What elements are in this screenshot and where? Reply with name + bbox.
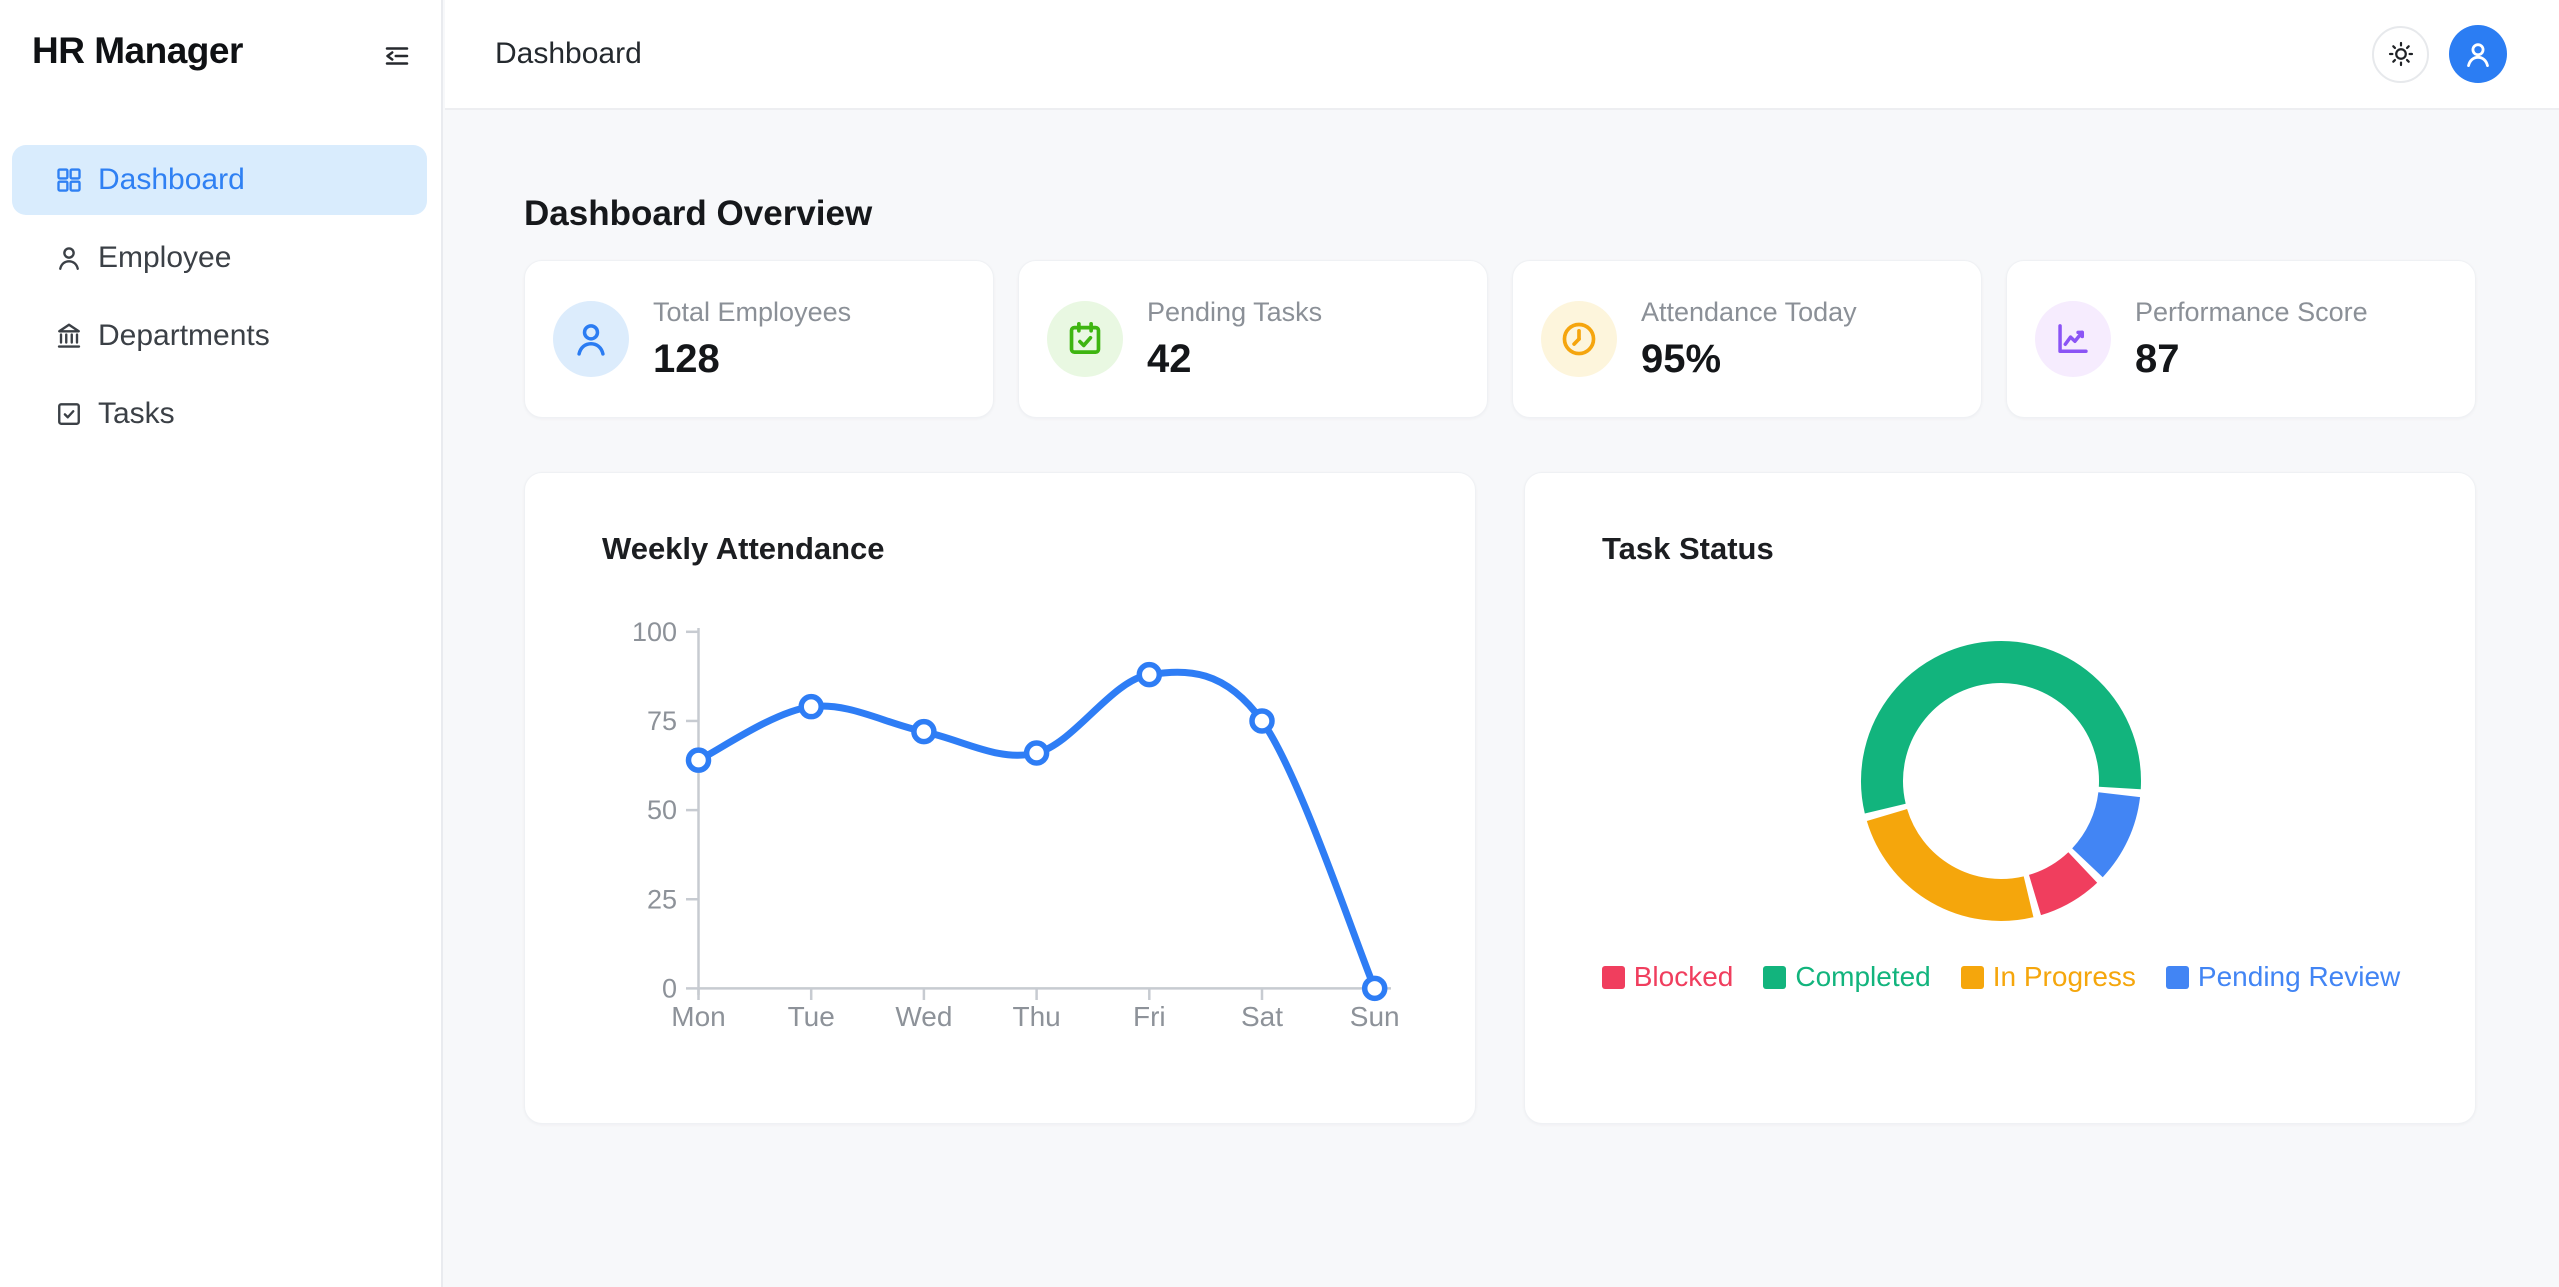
stat-label: Performance Score xyxy=(2135,296,2368,327)
legend-item-completed[interactable]: Completed xyxy=(1763,960,1931,994)
legend-item-blocked[interactable]: Blocked xyxy=(1601,960,1734,994)
user-avatar-button[interactable] xyxy=(2449,25,2507,83)
chart-title: Weekly Attendance xyxy=(602,531,885,566)
theme-toggle-button[interactable] xyxy=(2372,25,2429,83)
sidebar-collapse-button[interactable] xyxy=(382,39,416,73)
chart-legend: Blocked Completed In Progress Pending Revie… xyxy=(1525,960,2477,994)
svg-text:Sun: Sun xyxy=(1350,1001,1400,1032)
legend-swatch xyxy=(1763,965,1787,989)
stat-text: Total Employees 128 xyxy=(653,297,851,382)
charts-row: Weekly Attendance 0 25 50 75 100 Mon Tue Wed Thu… xyxy=(524,472,2476,1124)
stat-value: 87 xyxy=(2135,336,2180,381)
sidebar-item-employee[interactable]: Employee xyxy=(12,223,427,293)
svg-text:Tue: Tue xyxy=(788,1001,835,1032)
stat-text: Performance Score 87 xyxy=(2135,297,2368,382)
sidebar-item-label: Tasks xyxy=(98,397,175,430)
svg-text:25: 25 xyxy=(647,884,677,914)
task-status-card: Task Status Blocked Completed In Progress P… xyxy=(1524,472,2476,1124)
sidebar-nav: Dashboard Employee Depar xyxy=(12,145,427,457)
sidebar-header: HR Manager xyxy=(0,0,441,112)
svg-text:75: 75 xyxy=(647,706,677,736)
chart-title: Task Status xyxy=(1602,531,1774,566)
sidebar-item-label: Employee xyxy=(98,241,232,274)
sidebar-item-dashboard[interactable]: Dashboard xyxy=(12,145,427,215)
legend-item-in-progress[interactable]: In Progress xyxy=(1960,960,2136,994)
breadcrumb: Dashboard xyxy=(495,37,642,70)
legend-label: In Progress xyxy=(1992,961,2136,992)
user-icon xyxy=(2462,38,2494,70)
sidebar-item-tasks[interactable]: Tasks xyxy=(12,379,427,449)
svg-text:0: 0 xyxy=(662,973,677,1003)
svg-text:Sat: Sat xyxy=(1241,1001,1283,1032)
sidebar-item-departments[interactable]: Departments xyxy=(12,301,427,371)
stat-label: Pending Tasks xyxy=(1147,296,1323,327)
sun-icon xyxy=(2387,40,2415,68)
bank-icon xyxy=(54,321,84,351)
line-chart-icon xyxy=(2035,301,2111,377)
checkbox-check-icon xyxy=(54,399,84,429)
legend-item-pending-review[interactable]: Pending Review xyxy=(2165,960,2401,994)
user-icon xyxy=(54,243,84,273)
stat-value: 42 xyxy=(1147,336,1192,381)
sidebar-item-label: Departments xyxy=(98,319,270,352)
sidebar-item-label: Dashboard xyxy=(98,163,245,196)
task-status-donut-chart xyxy=(1861,641,2141,921)
weekly-attendance-line-chart: 0 25 50 75 100 Mon Tue Wed Thu Fri Sat Sun xyxy=(632,617,1400,1032)
legend-swatch xyxy=(1601,965,1625,989)
stat-text: Pending Tasks 42 xyxy=(1147,297,1322,382)
clock-icon xyxy=(1541,301,1617,377)
stats-row: Total Employees 128 Pending Tasks 42 xyxy=(524,260,2476,418)
user-icon xyxy=(553,301,629,377)
stat-card-total-employees: Total Employees 128 xyxy=(524,260,994,418)
topbar-actions xyxy=(2372,25,2507,83)
legend-label: Pending Review xyxy=(2197,961,2401,992)
main-content: Dashboard Overview Total Employees 128 xyxy=(445,110,2559,1287)
legend-swatch xyxy=(1960,965,1984,989)
dashboard-grid-icon xyxy=(54,165,84,195)
stat-label: Total Employees xyxy=(653,296,852,327)
stat-card-attendance-today: Attendance Today 95% xyxy=(1512,260,1982,418)
svg-text:Wed: Wed xyxy=(895,1001,952,1032)
svg-text:Fri: Fri xyxy=(1133,1001,1166,1032)
svg-text:50: 50 xyxy=(647,795,677,825)
svg-text:Mon: Mon xyxy=(671,1001,725,1032)
legend-label: Completed xyxy=(1795,961,1931,992)
stat-card-pending-tasks: Pending Tasks 42 xyxy=(1018,260,1488,418)
svg-text:Thu: Thu xyxy=(1012,1001,1060,1032)
topbar: Dashboard xyxy=(445,0,2559,110)
app-title: HR Manager xyxy=(32,30,243,71)
sidebar: HR Manager Dashboard xyxy=(0,0,443,1287)
svg-text:100: 100 xyxy=(632,617,677,647)
legend-swatch xyxy=(2165,965,2189,989)
page-title: Dashboard Overview xyxy=(524,194,873,233)
stat-value: 128 xyxy=(653,336,720,381)
calendar-check-icon xyxy=(1047,301,1123,377)
weekly-attendance-card: Weekly Attendance 0 25 50 75 100 Mon Tue Wed Thu… xyxy=(524,472,1476,1124)
stat-text: Attendance Today 95% xyxy=(1641,297,1857,382)
stat-value: 95% xyxy=(1641,336,1722,381)
menu-fold-icon xyxy=(382,41,416,71)
stat-card-performance-score: Performance Score 87 xyxy=(2006,260,2476,418)
legend-label: Blocked xyxy=(1633,961,1734,992)
stat-label: Attendance Today xyxy=(1641,296,1857,327)
